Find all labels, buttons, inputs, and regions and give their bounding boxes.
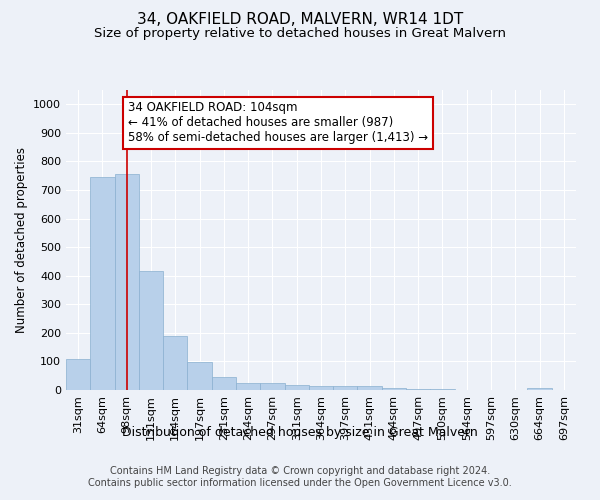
Bar [406,388,430,390]
Bar [333,386,358,390]
Bar [284,385,309,390]
Text: Contains HM Land Registry data © Crown copyright and database right 2024.
Contai: Contains HM Land Registry data © Crown c… [88,466,512,487]
Bar [309,386,333,390]
Bar [358,386,382,390]
Text: Size of property relative to detached houses in Great Malvern: Size of property relative to detached ho… [94,28,506,40]
Bar [90,177,115,390]
Text: Distribution of detached houses by size in Great Malvern: Distribution of detached houses by size … [122,426,478,439]
Bar [236,383,260,390]
Text: 34, OAKFIELD ROAD, MALVERN, WR14 1DT: 34, OAKFIELD ROAD, MALVERN, WR14 1DT [137,12,463,28]
Bar [527,388,552,390]
Bar [66,358,90,390]
Y-axis label: Number of detached properties: Number of detached properties [14,147,28,333]
Bar [187,362,212,390]
Bar [212,378,236,390]
Text: 34 OAKFIELD ROAD: 104sqm
← 41% of detached houses are smaller (987)
58% of semi-: 34 OAKFIELD ROAD: 104sqm ← 41% of detach… [128,102,428,144]
Bar [139,271,163,390]
Bar [115,174,139,390]
Bar [260,383,284,390]
Bar [163,336,187,390]
Bar [382,388,406,390]
